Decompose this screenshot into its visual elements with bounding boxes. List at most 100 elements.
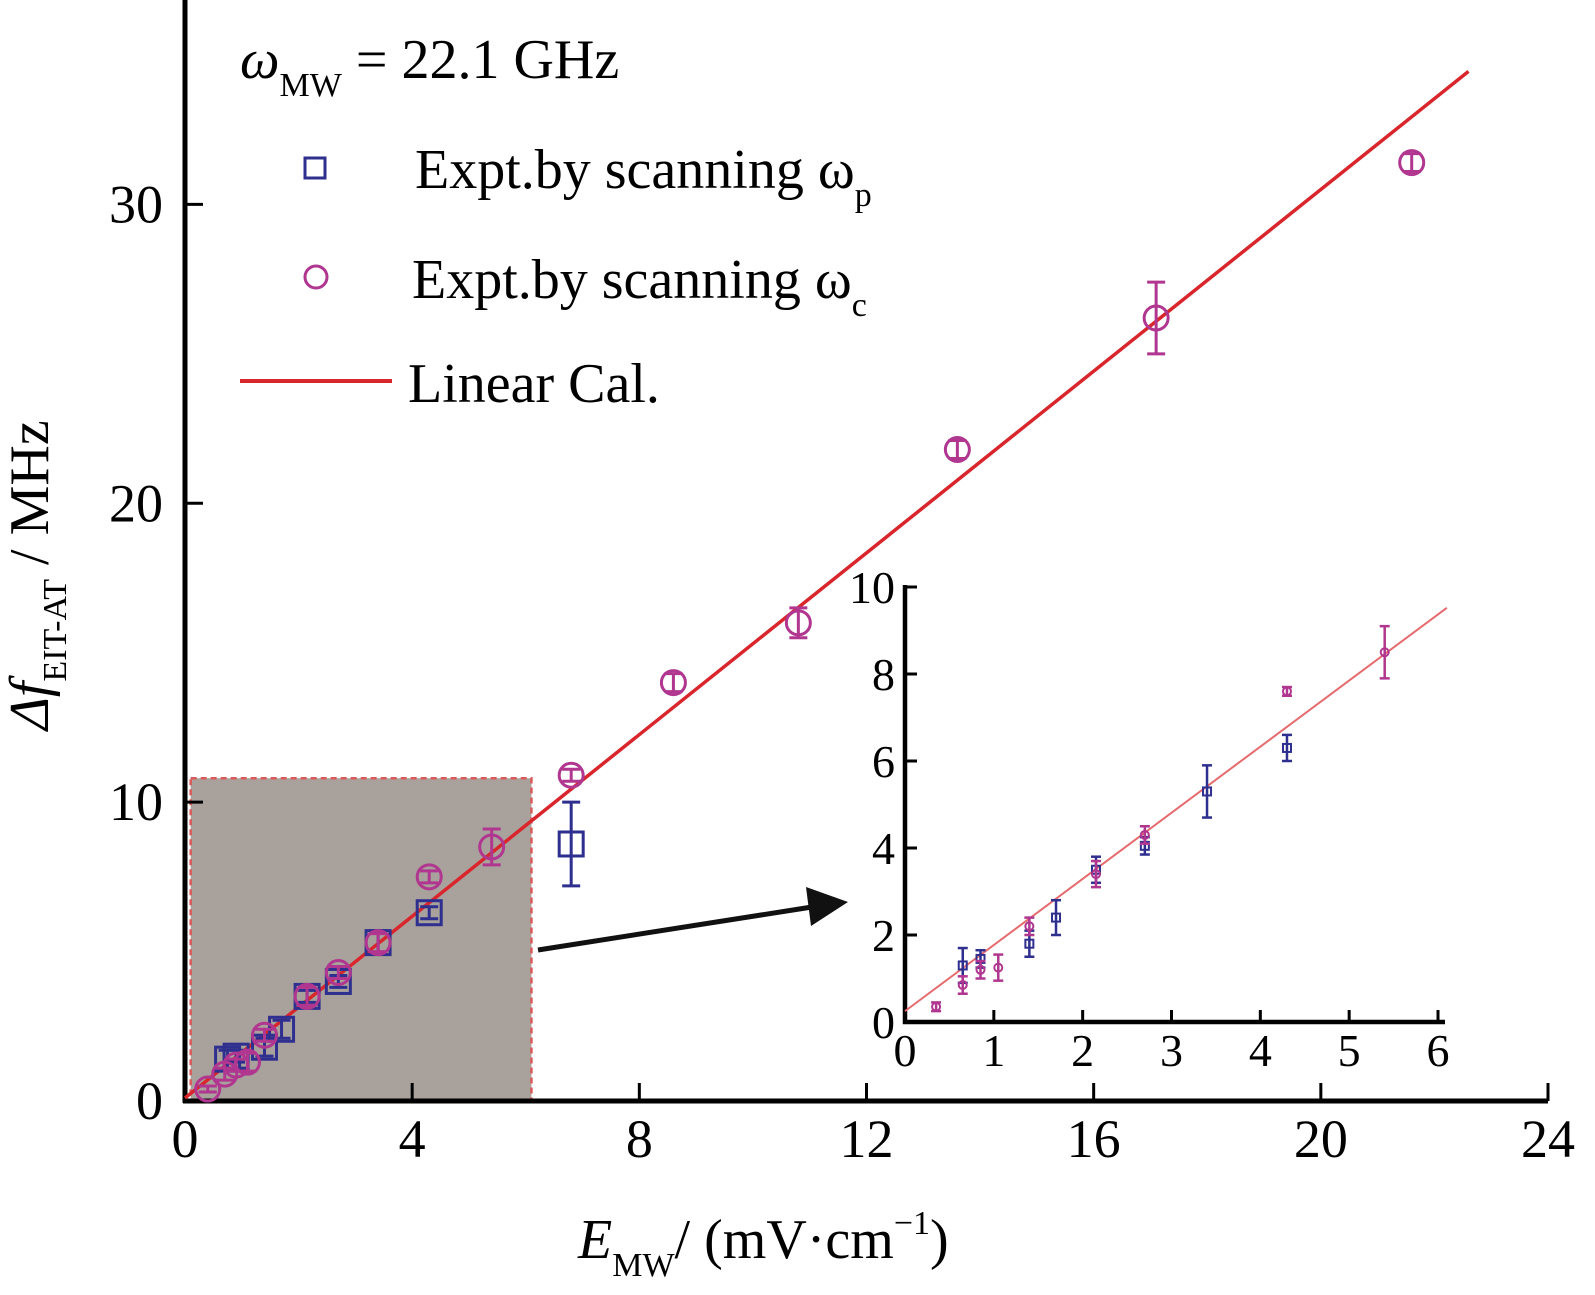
inset-square-marker [1281, 742, 1292, 753]
circle-marker [1398, 149, 1426, 177]
circle-point [251, 1021, 279, 1049]
inset-circle-marker [1281, 686, 1292, 697]
square-point [557, 800, 585, 888]
circle-marker [251, 1021, 279, 1049]
inset-circle-point [957, 975, 968, 995]
inset-circle-marker [993, 962, 1004, 973]
inset-square-marker [1051, 912, 1062, 923]
legend-entry-c: Expt.by scanning ωc [412, 249, 867, 324]
x-tick-label: 0 [172, 1109, 199, 1169]
legend-entry-c-label: Expt.by scanning ω [412, 249, 852, 311]
circle-marker [943, 435, 971, 463]
circle-marker [194, 1075, 222, 1103]
inset-circle-point [993, 953, 1004, 982]
inset-circle-marker [975, 964, 986, 975]
circle-point [364, 929, 392, 957]
inset-y-tick-label: 0 [872, 997, 895, 1048]
legend-title-value: = 22.1 GHz [342, 29, 619, 91]
legend-entry-p-label: Expt.by scanning ω [415, 139, 855, 201]
y-axis-label-unit: / MHz [0, 420, 61, 579]
x-tick-label: 24 [1521, 1109, 1575, 1169]
circle-marker [324, 958, 352, 986]
circle-marker [233, 1048, 261, 1076]
x-axis-label-superscript: −1 [894, 1205, 930, 1242]
inset-x-tick-label: 4 [1249, 1025, 1272, 1076]
circle-point [557, 761, 585, 789]
y-axis-label-subscript: EIT-AT [37, 579, 74, 682]
circle-point [194, 1075, 222, 1103]
x-tick-label: 20 [1294, 1109, 1348, 1169]
circle-marker [415, 863, 443, 891]
x-tick-label: 4 [399, 1109, 426, 1169]
inset-circle-point [1139, 825, 1150, 845]
square-marker [557, 830, 585, 858]
y-tick-label: 10 [109, 772, 163, 832]
inset-circle-marker [931, 1001, 942, 1012]
inset-circle-point [1281, 685, 1292, 697]
inset-x-tick-label: 6 [1427, 1025, 1450, 1076]
x-axis-label-subscript: MW [612, 1247, 675, 1284]
circle-point [415, 863, 443, 891]
circle-point [324, 958, 352, 986]
inset-circle-marker [1090, 869, 1101, 880]
circle-marker [659, 669, 687, 697]
inset-fit-line [904, 606, 1448, 1012]
legend-entry-p: Expt.by scanning ωp [415, 139, 872, 214]
inset-square-point [1051, 898, 1062, 937]
inset-circle-marker [1379, 647, 1390, 658]
inset-x-tick-label: 1 [982, 1025, 1005, 1076]
x-axis-label-unit: / (mV·cm [675, 1209, 894, 1271]
y-axis-label-symbol: Δf [0, 674, 61, 732]
inset-circle-marker [1024, 921, 1035, 932]
legend-circle-marker [303, 264, 329, 290]
legend-entry-c-subscript: c [852, 287, 867, 324]
circle-point [1398, 149, 1426, 177]
inset-circle-marker [1139, 829, 1150, 840]
circle-marker [478, 833, 506, 861]
inset-ticks: 0 1 2 3 4 5 6 0 2 4 6 8 10 [849, 562, 1450, 1076]
square-point [268, 1015, 296, 1043]
inset-circle-marker [957, 980, 968, 991]
inset-circle-point [1024, 916, 1035, 937]
inset-square-point [1281, 733, 1292, 763]
square-marker [415, 899, 443, 927]
fit-line [183, 70, 1470, 1100]
inset-circle-point [975, 959, 986, 980]
inset-circle-point [1090, 859, 1101, 889]
inset-y-tick-label: 8 [872, 649, 895, 700]
inset-square-marker [1024, 938, 1035, 949]
main-data-points [194, 149, 1426, 1103]
inset-square-marker [957, 960, 968, 971]
zoom-arrow [537, 887, 848, 953]
x-tick-label: 12 [840, 1109, 894, 1169]
inset-circle-point [931, 1001, 942, 1013]
inset-square-point [1202, 764, 1213, 819]
circle-point [1142, 280, 1170, 356]
inset-x-tick-label: 5 [1338, 1025, 1361, 1076]
x-tick-label: 16 [1067, 1109, 1121, 1169]
legend-title: ωMW = 22.1 GHz [240, 29, 619, 104]
inset-x-tick-label: 3 [1160, 1025, 1183, 1076]
circle-marker [364, 929, 392, 957]
inset-x-tick-label: 0 [894, 1025, 917, 1076]
legend-entry-fit: Linear Cal. [408, 353, 660, 415]
y-tick-label: 0 [136, 1071, 163, 1131]
circle-marker [1142, 304, 1170, 332]
circle-point [478, 827, 506, 867]
circle-marker [293, 982, 321, 1010]
y-axis-label: ΔfEIT-AT / MHz [0, 420, 74, 732]
x-axis-label: EMW/ (mV·cm−1) [577, 1205, 949, 1284]
x-axis-label-close: ) [930, 1209, 949, 1271]
inset-square-marker [1202, 786, 1213, 797]
y-tick-label: 30 [109, 174, 163, 234]
y-tick-label: 20 [109, 473, 163, 533]
circle-marker [557, 761, 585, 789]
inset-y-tick-label: 4 [872, 823, 895, 874]
x-axis-label-symbol: E [577, 1209, 612, 1271]
inset-data-points [931, 624, 1390, 1013]
inset-y-tick-label: 6 [872, 736, 895, 787]
x-tick-label: 8 [626, 1109, 653, 1169]
square-point [415, 899, 443, 927]
